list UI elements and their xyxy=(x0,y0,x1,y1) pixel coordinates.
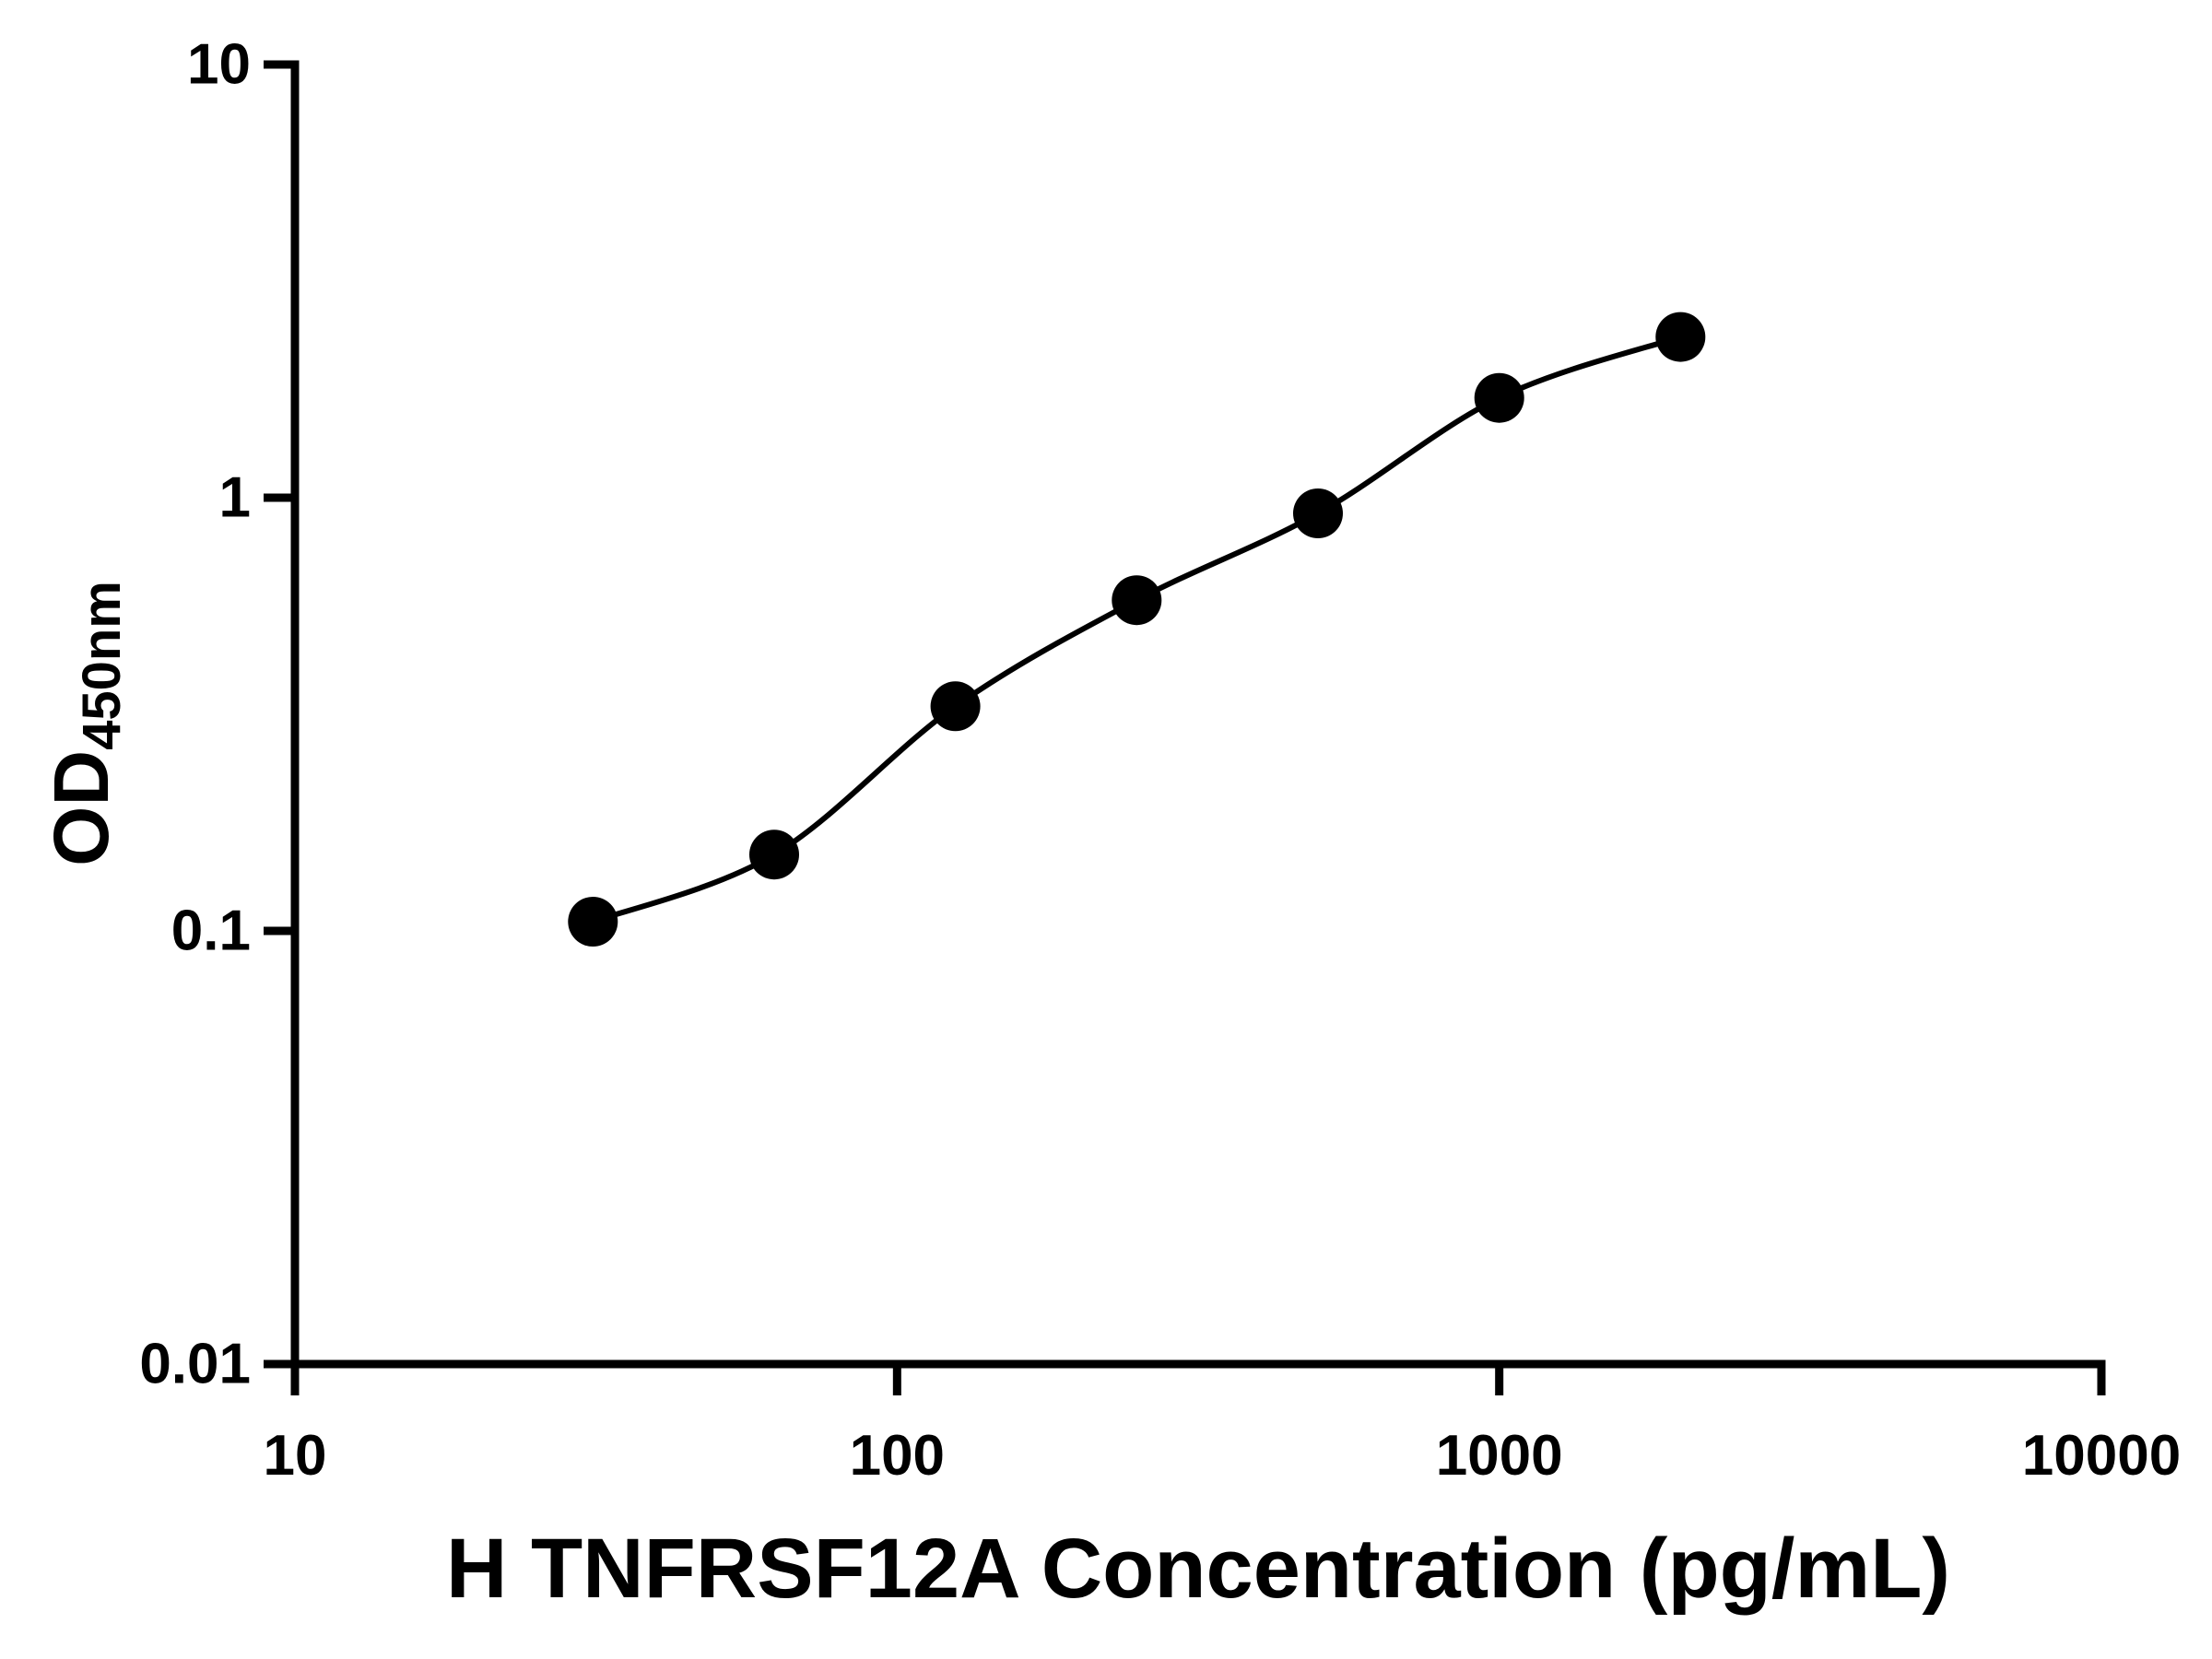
data-point xyxy=(1655,312,1706,362)
y-tick-label: 0.1 xyxy=(171,900,251,963)
fit-curve xyxy=(592,334,1682,924)
x-axis-title: H TNFRSF12A Concentration (pg/mL) xyxy=(445,1522,1951,1616)
y-axis-title: OD450nm xyxy=(37,581,133,866)
x-tick-label: 10000 xyxy=(2022,1424,2181,1488)
data-point xyxy=(749,830,799,880)
y-axis-title-subscript: 450nm xyxy=(71,581,132,750)
x-tick-label: 1000 xyxy=(1436,1424,1563,1488)
data-point xyxy=(1474,372,1524,423)
data-point xyxy=(930,681,981,732)
data-point xyxy=(568,897,618,947)
x-tick-label: 100 xyxy=(850,1424,945,1488)
y-tick-label: 10 xyxy=(187,33,251,97)
y-tick-label: 1 xyxy=(219,466,251,530)
x-tick-label: 10 xyxy=(264,1424,327,1488)
data-point xyxy=(1293,488,1343,538)
y-tick-label: 0.01 xyxy=(139,1333,251,1396)
y-axis-title-main: OD xyxy=(38,749,125,866)
data-point xyxy=(1112,575,1162,626)
